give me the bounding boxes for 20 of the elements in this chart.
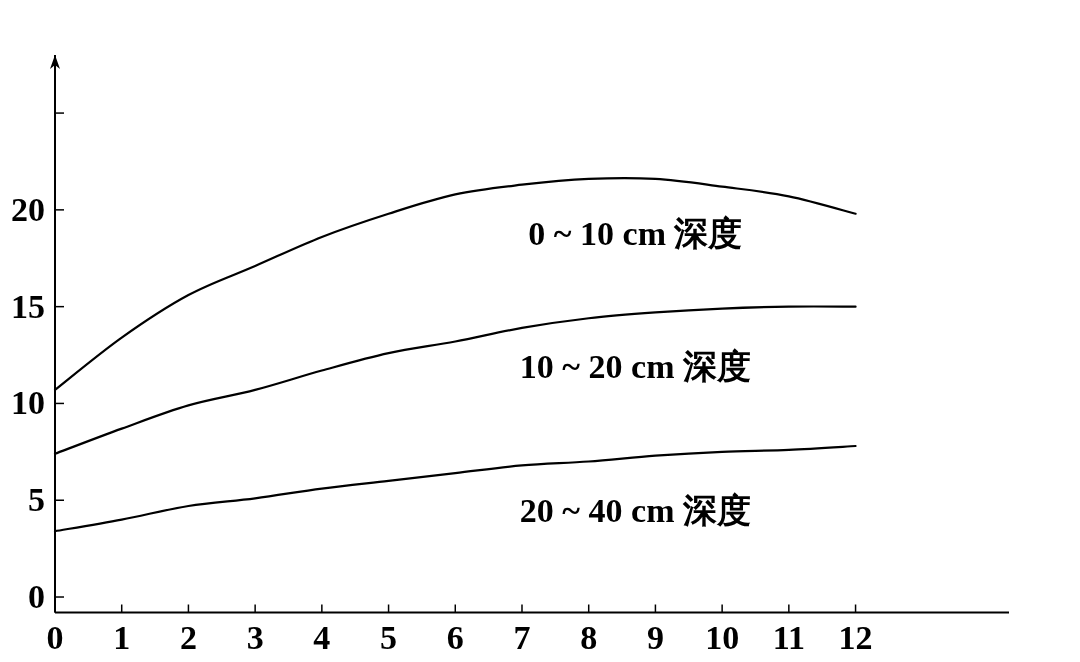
x-tick-label: 1 [113, 618, 131, 656]
x-tick-label: 9 [646, 618, 664, 656]
series-label: 20 ~ 40 cm 深度 [519, 491, 751, 529]
x-tick-label: 11 [772, 618, 805, 656]
y-tick-label: 5 [28, 481, 45, 519]
series-label: 10 ~ 20 cm 深度 [519, 348, 751, 386]
x-tick-label: 10 [705, 618, 740, 656]
x-tick-label: 5 [380, 618, 398, 656]
x-tick-label: 6 [446, 618, 464, 656]
x-tick-label: 8 [580, 618, 598, 656]
x-tick-label: 3 [246, 618, 264, 656]
y-tick-label: 15 [11, 287, 45, 325]
x-tick-label: 12 [838, 618, 873, 656]
y-tick-label: 10 [11, 384, 45, 422]
y-tick-label: 20 [11, 190, 45, 228]
x-tick-label: 4 [313, 618, 331, 656]
x-tick-label: 2 [179, 618, 197, 656]
y-tick-label: 0 [28, 578, 45, 616]
x-tick-label: 7 [513, 618, 531, 656]
series-label: 0 ~ 10 cm 深度 [528, 214, 743, 252]
